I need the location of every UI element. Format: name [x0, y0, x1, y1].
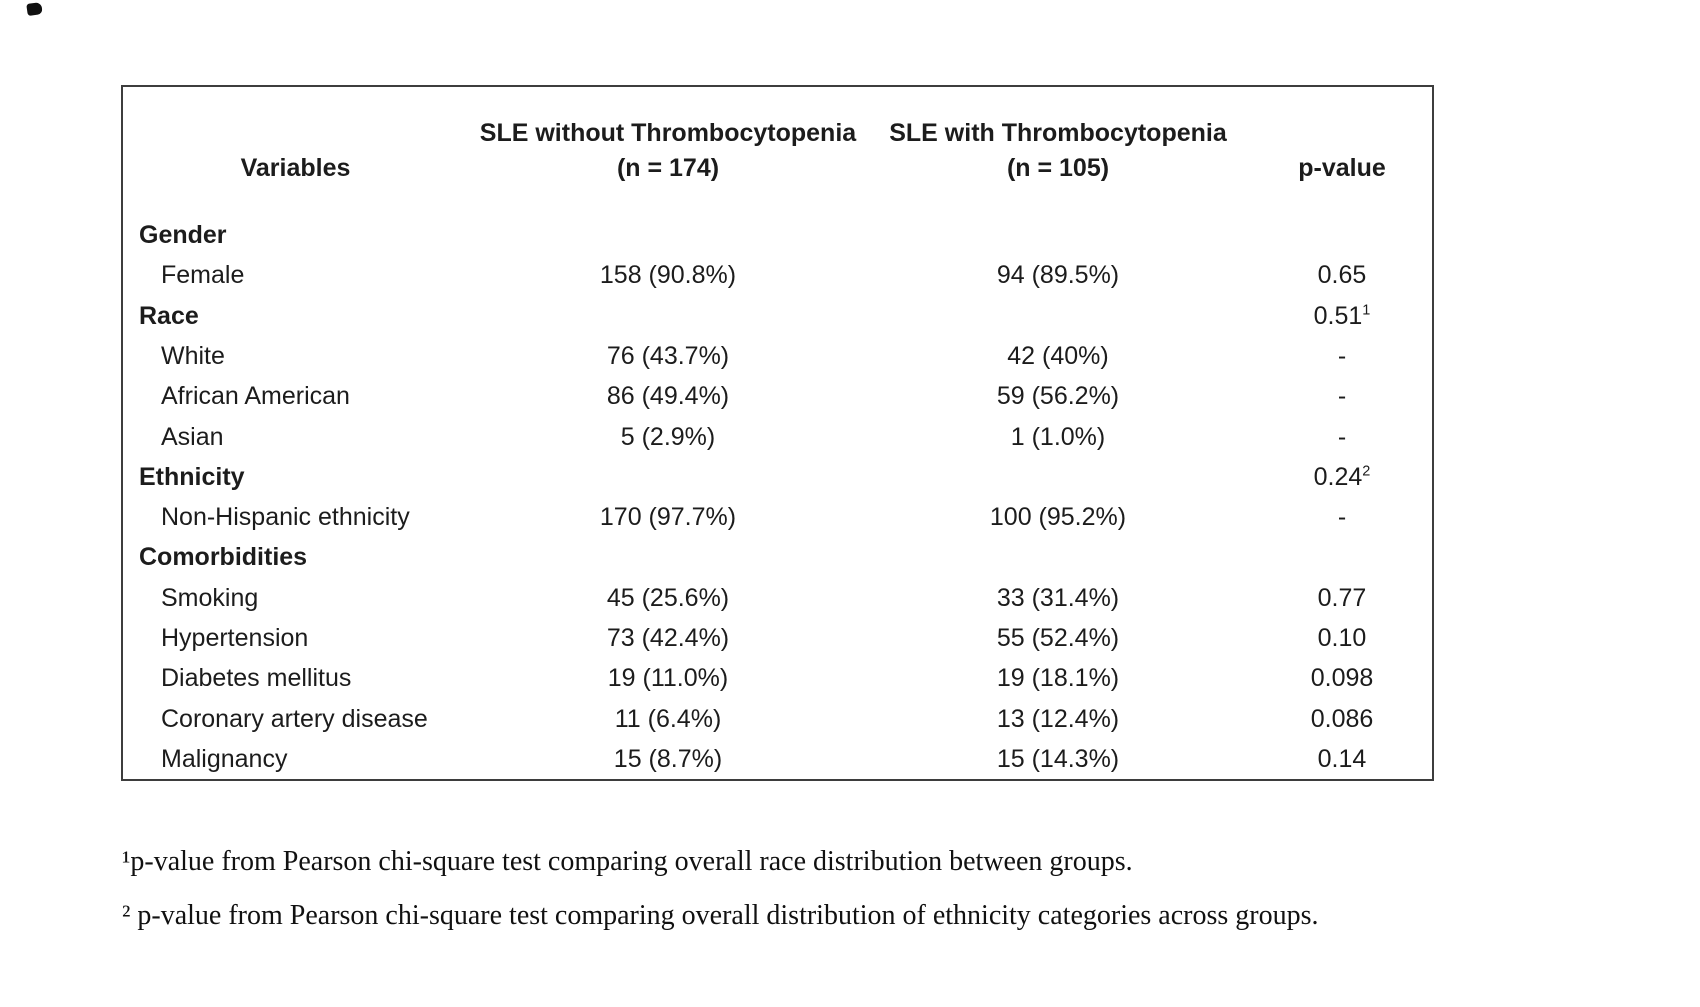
table-row-gender: Gender: [123, 215, 1436, 255]
cell-with: [868, 537, 1248, 577]
cell-pvalue: 0.65: [1317, 261, 1367, 290]
header-sle-without-title: SLE without Thrombocytopenia: [479, 119, 857, 147]
cell-with: 42 (40%): [1007, 341, 1109, 370]
table-row-non-hispanic: Non-Hispanic ethnicity 170 (97.7%) 100 (…: [123, 497, 1436, 537]
header-sle-with: SLE with Thrombocytopenia (n = 105): [868, 87, 1248, 215]
cell-with: 100 (95.2%): [989, 503, 1127, 532]
cell-pvalue: -: [1337, 341, 1347, 370]
header-sle-with-title: SLE with Thrombocytopenia: [889, 119, 1227, 147]
cell-pvalue: 0.511: [1313, 301, 1371, 330]
row-label: Ethnicity: [139, 462, 245, 491]
table-row-african-american: African American 86 (49.4%) 59 (56.2%) -: [123, 376, 1436, 416]
table-row-female: Female 158 (90.8%) 94 (89.5%) 0.65: [123, 255, 1436, 295]
row-label: Coronary artery disease: [161, 704, 428, 733]
cell-pvalue: -: [1337, 503, 1347, 532]
cell-without: [468, 296, 868, 336]
table-row-ethnicity: Ethnicity 0.242: [123, 457, 1436, 497]
row-label: Female: [161, 261, 245, 290]
header-p-value: p-value: [1248, 87, 1436, 215]
row-label: White: [161, 341, 225, 370]
table-body: Gender Female 158 (90.8%) 94 (89.5%) 0.6…: [123, 215, 1436, 779]
row-label: Race: [139, 301, 199, 330]
cell-with: [868, 296, 1248, 336]
cell-pvalue: [1248, 215, 1436, 255]
cell-without: 76 (43.7%): [606, 341, 730, 370]
cell-with: 59 (56.2%): [996, 382, 1120, 411]
table-row-hypertension: Hypertension 73 (42.4%) 55 (52.4%) 0.10: [123, 618, 1436, 658]
table-row-diabetes: Diabetes mellitus 19 (11.0%) 19 (18.1%) …: [123, 658, 1436, 698]
cell-pvalue: 0.098: [1310, 664, 1374, 693]
comparison-table-frame: Variables SLE without Thrombocytopenia (…: [121, 85, 1434, 781]
cell-with: 13 (12.4%): [996, 704, 1120, 733]
cell-without: 170 (97.7%): [599, 503, 737, 532]
header-variables-label: Variables: [240, 153, 351, 182]
row-label: African American: [161, 382, 350, 411]
cell-without: 11 (6.4%): [614, 704, 722, 733]
header-sle-without: SLE without Thrombocytopenia (n = 174): [468, 87, 868, 215]
cell-without: 5 (2.9%): [620, 422, 716, 451]
cell-without: 158 (90.8%): [599, 261, 737, 290]
comparison-table: Variables SLE without Thrombocytopenia (…: [123, 87, 1436, 779]
cell-with: 55 (52.4%): [996, 623, 1120, 652]
cell-without: 15 (8.7%): [613, 744, 723, 773]
header-sle-with-n: (n = 105): [1006, 153, 1110, 182]
table-row-white: White 76 (43.7%) 42 (40%) -: [123, 336, 1436, 376]
cell-pvalue: [1248, 537, 1436, 577]
cell-with: 94 (89.5%): [996, 261, 1120, 290]
header-p-value-label: p-value: [1298, 153, 1386, 182]
table-row-race: Race 0.511: [123, 296, 1436, 336]
table-header: Variables SLE without Thrombocytopenia (…: [123, 87, 1436, 215]
cell-pvalue: 0.086: [1310, 704, 1374, 733]
scan-artifact-mark: [26, 2, 43, 16]
row-label: Malignancy: [161, 744, 288, 773]
cell-with: [868, 215, 1248, 255]
row-label: Asian: [161, 422, 224, 451]
row-label: Non-Hispanic ethnicity: [161, 503, 410, 532]
footnotes: ¹p-value from Pearson chi-square test co…: [122, 846, 1572, 954]
row-label: Comorbidities: [139, 543, 308, 572]
table-row-coronary: Coronary artery disease 11 (6.4%) 13 (12…: [123, 698, 1436, 738]
header-variables: Variables: [123, 87, 468, 215]
cell-pvalue: 0.10: [1317, 623, 1367, 652]
row-label: Diabetes mellitus: [161, 664, 352, 693]
cell-pvalue: 0.77: [1317, 583, 1367, 612]
cell-pvalue: -: [1337, 422, 1347, 451]
cell-with: 19 (18.1%): [996, 664, 1120, 693]
cell-with: 1 (1.0%): [1010, 422, 1106, 451]
cell-without: 73 (42.4%): [606, 623, 730, 652]
cell-pvalue: 0.14: [1317, 744, 1367, 773]
cell-without: 19 (11.0%): [607, 664, 729, 693]
cell-pvalue: 0.242: [1313, 462, 1371, 491]
cell-with: 33 (31.4%): [996, 583, 1120, 612]
row-label: Hypertension: [161, 623, 309, 652]
table-row-malignancy: Malignancy 15 (8.7%) 15 (14.3%) 0.14: [123, 739, 1436, 779]
cell-pvalue: -: [1337, 382, 1347, 411]
table-row-comorbidities: Comorbidities: [123, 537, 1436, 577]
cell-without: 86 (49.4%): [606, 382, 730, 411]
cell-with: 15 (14.3%): [996, 744, 1120, 773]
cell-without: [468, 537, 868, 577]
cell-with: [868, 457, 1248, 497]
footnote-ethnicity: ² p-value from Pearson chi-square test c…: [122, 900, 1319, 932]
cell-without: [468, 457, 868, 497]
row-label: Gender: [139, 221, 227, 250]
footnote-race: ¹p-value from Pearson chi-square test co…: [122, 846, 1133, 877]
row-label: Smoking: [161, 583, 259, 612]
cell-without: [468, 215, 868, 255]
cell-without: 45 (25.6%): [606, 583, 730, 612]
table-row-asian: Asian 5 (2.9%) 1 (1.0%) -: [123, 416, 1436, 456]
table-row-smoking: Smoking 45 (25.6%) 33 (31.4%) 0.77: [123, 578, 1436, 618]
header-sle-without-n: (n = 174): [616, 153, 720, 182]
